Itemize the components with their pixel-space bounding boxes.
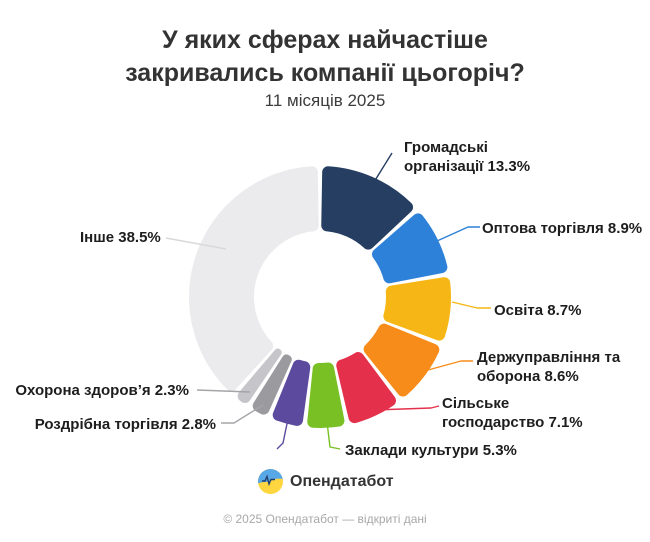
- donut-slice-оптова-торгівля: [371, 213, 448, 284]
- chart-title: У яких сферах найчастіше закривались ком…: [0, 24, 650, 90]
- donut-slice-unlabeled: [272, 359, 311, 426]
- donut-slice-охорона-здоров’я: [237, 348, 282, 404]
- brand-logo: Опендатабот: [258, 469, 394, 494]
- slice-label-rozdribna-torhivlia: Роздрібна торгівля 2.8%: [34, 416, 216, 433]
- brand-logo-text: Опендатабот: [290, 472, 394, 490]
- donut-slice-роздрібна-торгівля: [252, 354, 292, 415]
- donut-slice-освіта: [383, 277, 452, 341]
- chart-subtitle: 11 місяців 2025: [264, 91, 386, 110]
- slice-label-hromadski-orhanizatsii: Громадські організації 13.3%: [404, 139, 531, 175]
- slice-label-derzhupravlinnia-oborona: Держуправління та оборона 8.6%: [477, 349, 621, 385]
- slice-label-zaklady-kultury: Заклади культури 5.3%: [345, 442, 517, 459]
- donut-slice-держуправління-та-оборона: [363, 323, 440, 397]
- leader-line: [427, 360, 473, 371]
- donut-slice-інше: [189, 166, 319, 392]
- leader-line: [373, 152, 393, 183]
- leader-line: [373, 405, 440, 411]
- slice-label-optova-torhivlia: Оптова торгівля 8.9%: [482, 220, 643, 237]
- leader-line: [436, 226, 480, 242]
- slice-label-osvita: Освіта 8.7%: [494, 302, 582, 319]
- slice-label-inshe: Інше 38.5%: [80, 229, 161, 246]
- leader-line: [276, 418, 289, 450]
- donut-slice-заклади-культури: [307, 362, 345, 428]
- chart-title-line2: закривались компанії цьогоріч?: [125, 59, 525, 87]
- leader-line: [451, 301, 491, 309]
- slice-label-silske-hospodarstvo: Сільське господарство 7.1%: [442, 395, 583, 431]
- donut-slice-сільське-господарство: [336, 352, 396, 424]
- donut-slice-громадські-організації: [321, 166, 414, 250]
- footer-copyright: © 2025 Опендатабот — відкриті дані: [223, 512, 427, 526]
- leader-line: [326, 421, 341, 450]
- opendatabot-icon: [258, 469, 283, 494]
- leader-line: [221, 404, 264, 424]
- slice-label-okhorona-zdorovia: Охорона здоров’я 2.3%: [15, 382, 189, 399]
- chart-title-line1: У яких сферах найчастіше: [162, 26, 488, 54]
- leader-line: [165, 237, 227, 250]
- leader-line: [196, 389, 251, 393]
